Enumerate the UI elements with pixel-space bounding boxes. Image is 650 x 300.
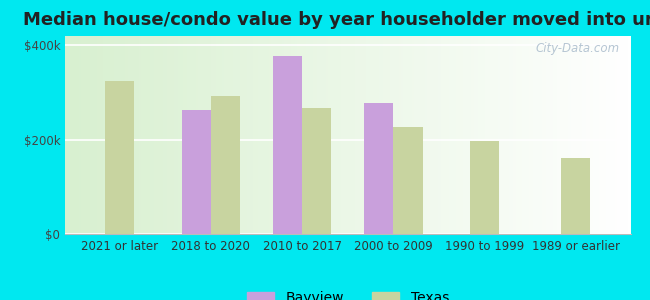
Bar [273, 56, 302, 234]
Bar [364, 103, 393, 234]
Text: City-Data.com: City-Data.com [535, 42, 619, 55]
Bar [561, 158, 590, 234]
Legend: Bayview, Texas: Bayview, Texas [241, 285, 454, 300]
Bar [470, 141, 499, 234]
Bar [105, 81, 135, 234]
Bar [393, 127, 422, 234]
Bar [211, 96, 240, 234]
Title: Median house/condo value by year householder moved into unit: Median house/condo value by year househo… [23, 11, 650, 29]
Bar [182, 110, 211, 234]
Bar [302, 108, 332, 234]
